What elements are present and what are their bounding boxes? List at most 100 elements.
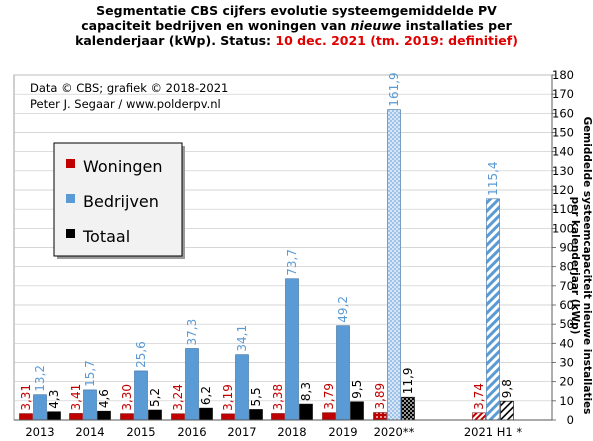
x-tick-label: 2016 [177, 425, 206, 439]
data-label-totaal-0: 4,3 [47, 390, 61, 409]
title-line-2-b: nieuwe [350, 18, 402, 33]
y-tick-label: 40 [559, 336, 574, 350]
x-tick-label: 2013 [25, 425, 54, 439]
bar-bedrijven-7 [387, 109, 401, 421]
data-label-woningen-7: 3,89 [373, 383, 387, 410]
y-tick-label: 150 [552, 126, 574, 140]
y-axis-label: Gemiddelde systeemcapaciteit nieuwe inst… [569, 117, 593, 415]
legend-label-totaal: Totaal [82, 227, 130, 246]
legend-label-bedrijven: Bedrijven [83, 192, 159, 211]
data-label-bedrijven-4: 34,1 [235, 325, 249, 352]
bar-bedrijven-8 [486, 198, 500, 421]
data-label-woningen-0: 3,31 [19, 384, 33, 411]
y-tick-label: 160 [552, 106, 574, 120]
bar-woningen-0 [19, 413, 33, 421]
legend-swatch-totaal [66, 229, 75, 238]
bar-totaal-1 [97, 410, 111, 421]
x-tick-label: 2019 [328, 425, 357, 439]
data-label-bedrijven-5: 73,7 [285, 249, 299, 276]
y-tick-label: 90 [559, 241, 574, 255]
title-line-2-c: installaties per [401, 18, 512, 33]
legend-swatch-bedrijven [66, 194, 75, 203]
y-tick-label: 120 [552, 183, 574, 197]
y-tick-label: 170 [552, 87, 574, 101]
data-label-totaal-8: 9,8 [500, 379, 514, 398]
y-tick-label: 110 [552, 202, 574, 216]
x-tick-label: 2017 [227, 425, 256, 439]
data-label-bedrijven-0: 13,2 [33, 365, 47, 392]
title-line-3: kalenderjaar (kWp). Status: 10 dec. 2021… [0, 33, 593, 48]
data-label-totaal-7: 11,9 [401, 367, 415, 394]
bar-bedrijven-5 [285, 278, 299, 421]
data-label-totaal-6: 9,5 [350, 380, 364, 399]
data-label-woningen-2: 3,30 [120, 384, 134, 411]
y-tick-label: 180 [552, 68, 574, 82]
data-label-woningen-4: 3,19 [221, 384, 235, 411]
y-tick-label: 20 [559, 375, 574, 389]
data-label-bedrijven-1: 15,7 [83, 360, 97, 387]
x-tick-label: 2020** [374, 425, 415, 439]
bar-woningen-7 [373, 412, 387, 421]
bar-totaal-6 [350, 401, 364, 421]
data-label-woningen-8: 3,74 [472, 383, 486, 410]
x-tick-label: 2015 [126, 425, 155, 439]
legend-box [53, 142, 183, 257]
bar-totaal-0 [47, 411, 61, 421]
x-tick-label: 2021 H1 * [464, 425, 523, 439]
bar-woningen-1 [69, 413, 83, 421]
chart-title: Segmentatie CBS cijfers evolutie systeem… [0, 3, 593, 48]
data-label-bedrijven-6: 49,2 [336, 296, 350, 323]
title-line-2: capaciteit bedrijven en woningen van nie… [0, 18, 593, 33]
data-label-woningen-1: 3,41 [69, 384, 83, 411]
bar-totaal-8 [500, 400, 514, 421]
data-label-totaal-3: 6,2 [199, 386, 213, 405]
data-label-bedrijven-3: 37,3 [185, 319, 199, 346]
y-tick-label: 140 [552, 145, 574, 159]
y-tick-label: 10 [559, 394, 574, 408]
y-tick-label: 0 [567, 413, 574, 427]
y-tick-label: 50 [559, 317, 574, 331]
bar-woningen-3 [171, 413, 185, 421]
legend-label-woningen: Woningen [83, 157, 163, 176]
data-label-totaal-5: 8,3 [299, 382, 313, 401]
y-tick-label: 70 [559, 279, 574, 293]
data-label-woningen-5: 3,38 [271, 384, 285, 411]
bar-bedrijven-0 [33, 394, 47, 421]
bar-woningen-4 [221, 413, 235, 421]
x-tick-label: 2018 [277, 425, 306, 439]
bar-totaal-5 [299, 403, 313, 421]
bar-bedrijven-3 [185, 348, 199, 421]
data-label-totaal-1: 4,6 [97, 389, 111, 408]
x-tick-label: 2014 [75, 425, 104, 439]
data-label-woningen-3: 3,24 [171, 384, 185, 411]
bar-bedrijven-2 [134, 370, 148, 421]
bar-totaal-3 [199, 407, 213, 421]
data-label-bedrijven-2: 25,6 [134, 341, 148, 368]
y-tick-label: 60 [559, 298, 574, 312]
bar-woningen-6 [322, 412, 336, 421]
y-tick-label: 30 [559, 356, 574, 370]
bar-bedrijven-4 [235, 354, 249, 421]
y-tick-label: 130 [552, 164, 574, 178]
data-label-bedrijven-7: 161,9 [387, 72, 401, 106]
y-tick-label: 80 [559, 260, 574, 274]
credit-line-2: Peter J. Segaar / www.polderpv.nl [30, 97, 221, 111]
title-line-2-a: capaciteit bedrijven en woningen van [81, 18, 351, 33]
bar-woningen-5 [271, 413, 285, 421]
bar-totaal-4 [249, 409, 263, 421]
bar-bedrijven-1 [83, 389, 97, 421]
title-line-1: Segmentatie CBS cijfers evolutie systeem… [96, 3, 497, 18]
bar-totaal-2 [148, 409, 162, 421]
title-status: 10 dec. 2021 (tm. 2019: definitief) [275, 33, 518, 48]
data-label-totaal-2: 5,2 [148, 388, 162, 407]
y-tick-label: 100 [552, 221, 574, 235]
legend-swatch-woningen [66, 159, 75, 168]
title-line-3-a: kalenderjaar (kWp). Status: [75, 33, 276, 48]
data-label-bedrijven-8: 115,4 [486, 161, 500, 195]
bar-totaal-7 [401, 396, 415, 421]
credit-line-1: Data © CBS; grafiek © 2018-2021 [30, 81, 228, 95]
bar-bedrijven-6 [336, 325, 350, 421]
bar-woningen-8 [472, 412, 486, 421]
bar-woningen-2 [120, 413, 134, 421]
